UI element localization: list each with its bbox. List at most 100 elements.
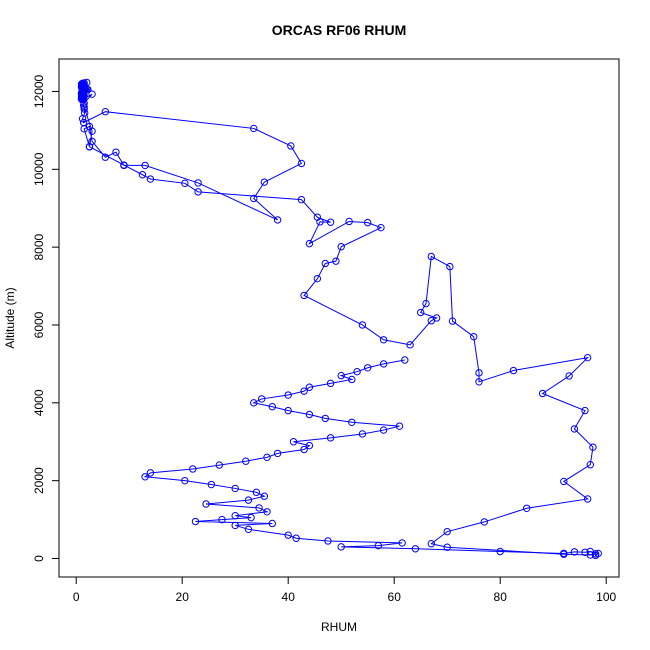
data-point [586,461,594,469]
data-point [80,105,88,113]
data-point [247,513,255,522]
data-point [292,534,300,542]
data-point [287,142,295,150]
chart-title: ORCAS RF06 RHUM [272,22,407,38]
data-point [263,453,271,462]
data-point [560,477,568,486]
data-point [523,504,531,512]
data-point [321,414,329,423]
data-point [88,90,96,98]
data-point [101,107,110,116]
data-point [297,159,306,168]
data-point [268,519,276,528]
x-tick-label: 60 [388,590,402,604]
data-point [374,541,382,550]
y-tick-label: 4000 [32,389,46,416]
data-point [581,548,589,556]
data-point [448,317,457,325]
data-point [379,360,388,368]
data-point [146,175,155,183]
data-point [263,508,271,516]
data-point [300,445,308,454]
data-point [284,531,292,539]
data-point [411,545,420,553]
data-point [326,218,335,226]
data-point [594,549,602,558]
data-point [589,443,597,451]
data-point [202,500,210,508]
data-point [470,332,478,341]
data-point [538,389,547,398]
x-tick-label: 80 [494,590,508,604]
data-point [395,422,404,430]
data-point [475,369,483,377]
data-point [289,438,298,446]
series-3 [141,356,568,558]
data-point [353,367,361,376]
data-point [345,217,353,226]
data-point [231,484,239,493]
series-line [79,82,303,221]
data-point [432,314,441,322]
data-point [244,525,253,534]
data-point [406,341,414,349]
data-point [231,521,239,530]
data-point [326,434,335,442]
data-point [218,515,226,524]
series-line [89,146,600,557]
data-point [297,195,306,204]
data-point [80,125,88,133]
data-point [364,218,372,227]
x-tick-label: 40 [282,590,296,604]
data-point [326,379,335,388]
data-point [250,124,258,133]
data-point [250,399,258,407]
data-point [194,179,202,187]
data-point [300,387,308,395]
y-tick-label: 10000 [32,152,46,186]
data-point [321,259,329,268]
data-point [215,461,224,469]
data-point [242,457,250,465]
data-point [194,188,202,196]
data-point [250,194,258,203]
plot-frame [58,58,620,578]
data-point [146,469,155,477]
data-point [337,371,345,380]
data-point [324,537,332,545]
y-axis: 0 2000 4000 6000 8000 10000 12000 [32,74,60,562]
data-point [207,480,216,489]
data-point [377,223,385,232]
data-point [88,127,96,135]
data-point [231,511,239,520]
data-point [313,274,322,283]
data-point [268,403,276,411]
series-1 [77,78,306,224]
data-point [181,179,189,188]
series-layer [77,78,602,560]
data-point [427,540,435,548]
data-point [446,262,454,271]
data-point [401,356,409,364]
data-point [364,364,372,372]
data-point [80,103,88,111]
data-point [255,504,263,512]
data-point [427,252,435,261]
data-point [337,543,345,551]
data-point [316,218,324,226]
data-point [305,383,314,391]
data-point [560,549,568,558]
data-point [348,375,356,384]
data-point [583,353,592,362]
x-axis-label: RHUM [321,620,357,634]
data-point [260,492,269,500]
data-point [273,449,282,458]
data-point [191,517,200,526]
data-point [78,115,87,123]
data-point [480,518,488,526]
data-point [260,178,269,186]
data-point [112,148,120,156]
data-point [181,476,189,485]
data-point [141,161,149,170]
data-point [475,378,483,386]
